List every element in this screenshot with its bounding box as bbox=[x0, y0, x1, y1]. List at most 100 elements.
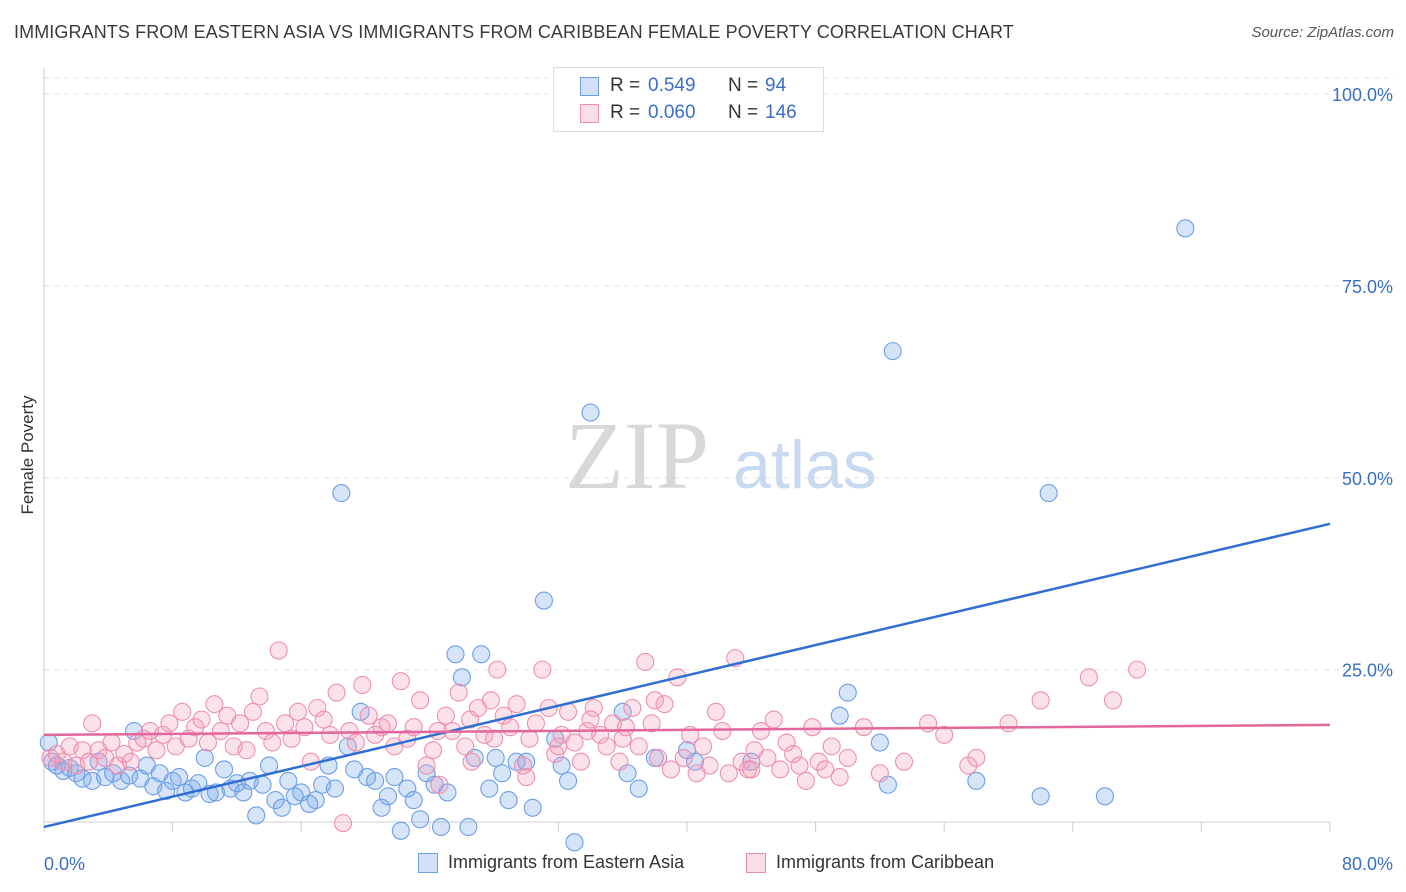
r-value: 0.060 bbox=[648, 102, 696, 123]
point-eastern-asia bbox=[266, 791, 285, 810]
point-caribbean bbox=[919, 714, 938, 733]
point-caribbean bbox=[115, 744, 134, 764]
point-caribbean bbox=[613, 729, 632, 748]
point-caribbean bbox=[549, 737, 568, 756]
x-tick-label-max: 80.0% bbox=[1342, 854, 1393, 874]
point-caribbean bbox=[205, 695, 224, 714]
point-caribbean bbox=[526, 714, 545, 733]
point-caribbean bbox=[436, 706, 455, 725]
x-tick-label-min: 0.0% bbox=[44, 854, 85, 874]
point-eastern-asia bbox=[253, 775, 272, 794]
point-caribbean bbox=[250, 687, 269, 706]
point-caribbean bbox=[513, 756, 533, 775]
point-eastern-asia bbox=[1176, 219, 1195, 238]
point-caribbean bbox=[456, 737, 475, 756]
point-caribbean bbox=[610, 752, 629, 771]
point-caribbean bbox=[237, 741, 256, 760]
point-caribbean bbox=[803, 718, 822, 737]
point-caribbean bbox=[894, 752, 914, 771]
point-caribbean bbox=[694, 737, 713, 756]
n-label: N = bbox=[728, 75, 759, 96]
point-caribbean bbox=[629, 737, 648, 756]
y-tick-label: 50.0% bbox=[1342, 469, 1393, 489]
point-caribbean bbox=[485, 729, 504, 748]
point-caribbean bbox=[751, 721, 770, 741]
point-eastern-asia bbox=[534, 591, 553, 610]
point-caribbean bbox=[1103, 691, 1123, 710]
point-eastern-asia bbox=[883, 342, 902, 361]
point-eastern-asia bbox=[486, 748, 505, 767]
point-caribbean bbox=[581, 710, 600, 729]
point-caribbean bbox=[263, 733, 282, 752]
point-caribbean bbox=[186, 718, 205, 737]
point-eastern-asia bbox=[472, 645, 491, 664]
n-value: 94 bbox=[765, 75, 787, 96]
point-caribbean bbox=[719, 764, 738, 783]
point-eastern-asia bbox=[870, 733, 889, 752]
point-caribbean bbox=[327, 683, 346, 702]
point-caribbean bbox=[649, 748, 668, 767]
point-caribbean bbox=[597, 737, 616, 756]
point-caribbean bbox=[430, 775, 449, 794]
point-eastern-asia bbox=[385, 768, 404, 787]
point-caribbean bbox=[706, 702, 725, 721]
point-eastern-asia bbox=[279, 771, 298, 790]
n-value: 146 bbox=[765, 102, 797, 123]
point-caribbean bbox=[870, 764, 889, 783]
point-caribbean bbox=[417, 756, 436, 775]
point-caribbean bbox=[411, 691, 430, 710]
point-caribbean bbox=[243, 702, 263, 721]
point-eastern-asia bbox=[493, 764, 512, 783]
point-caribbean bbox=[796, 771, 816, 790]
point-caribbean bbox=[642, 714, 661, 733]
point-caribbean bbox=[308, 698, 327, 718]
point-caribbean bbox=[517, 768, 536, 787]
point-caribbean bbox=[732, 752, 751, 771]
point-caribbean bbox=[809, 752, 828, 771]
point-caribbean bbox=[507, 695, 526, 714]
y-tick-label: 25.0% bbox=[1342, 661, 1393, 681]
point-eastern-asia bbox=[306, 791, 325, 810]
source-label: Source: ZipAtlas.com bbox=[1251, 24, 1394, 41]
point-caribbean bbox=[713, 721, 732, 741]
point-eastern-asia bbox=[234, 783, 253, 802]
point-caribbean bbox=[661, 760, 680, 779]
point-caribbean bbox=[967, 748, 986, 767]
point-eastern-asia bbox=[398, 779, 417, 798]
point-caribbean bbox=[481, 691, 500, 710]
point-eastern-asia bbox=[432, 817, 451, 837]
point-eastern-asia bbox=[446, 645, 465, 664]
point-caribbean bbox=[340, 721, 359, 741]
point-caribbean bbox=[645, 691, 664, 710]
point-caribbean bbox=[366, 725, 385, 744]
point-eastern-asia bbox=[452, 668, 472, 687]
stats-box: R = 0.549 N = 94 R = 0.060 N = 146 bbox=[553, 67, 824, 132]
r-label: R = bbox=[610, 102, 641, 123]
point-eastern-asia bbox=[565, 833, 584, 852]
point-caribbean bbox=[584, 698, 603, 718]
point-caribbean bbox=[423, 741, 443, 760]
point-eastern-asia bbox=[272, 798, 291, 817]
r-value: 0.549 bbox=[648, 75, 696, 96]
point-eastern-asia bbox=[830, 706, 849, 725]
point-caribbean bbox=[838, 748, 857, 767]
point-caribbean bbox=[790, 756, 809, 775]
point-caribbean bbox=[353, 675, 372, 695]
point-caribbean bbox=[777, 733, 796, 752]
point-eastern-asia bbox=[411, 810, 430, 829]
point-eastern-asia bbox=[480, 779, 499, 798]
point-eastern-asia bbox=[325, 779, 345, 798]
point-caribbean bbox=[758, 748, 777, 767]
watermark-zip: ZIP bbox=[565, 402, 709, 509]
point-caribbean bbox=[771, 760, 790, 779]
point-caribbean bbox=[520, 729, 539, 748]
legend-label: Immigrants from Eastern Asia bbox=[448, 852, 685, 872]
point-caribbean bbox=[674, 748, 693, 767]
point-caribbean bbox=[636, 652, 655, 672]
chart-title: IMMIGRANTS FROM EASTERN ASIA VS IMMIGRAN… bbox=[14, 22, 1014, 42]
point-eastern-asia bbox=[1031, 787, 1050, 806]
point-caribbean bbox=[830, 768, 849, 787]
point-caribbean bbox=[462, 752, 481, 771]
point-eastern-asia bbox=[523, 798, 542, 817]
point-eastern-asia bbox=[558, 771, 578, 790]
